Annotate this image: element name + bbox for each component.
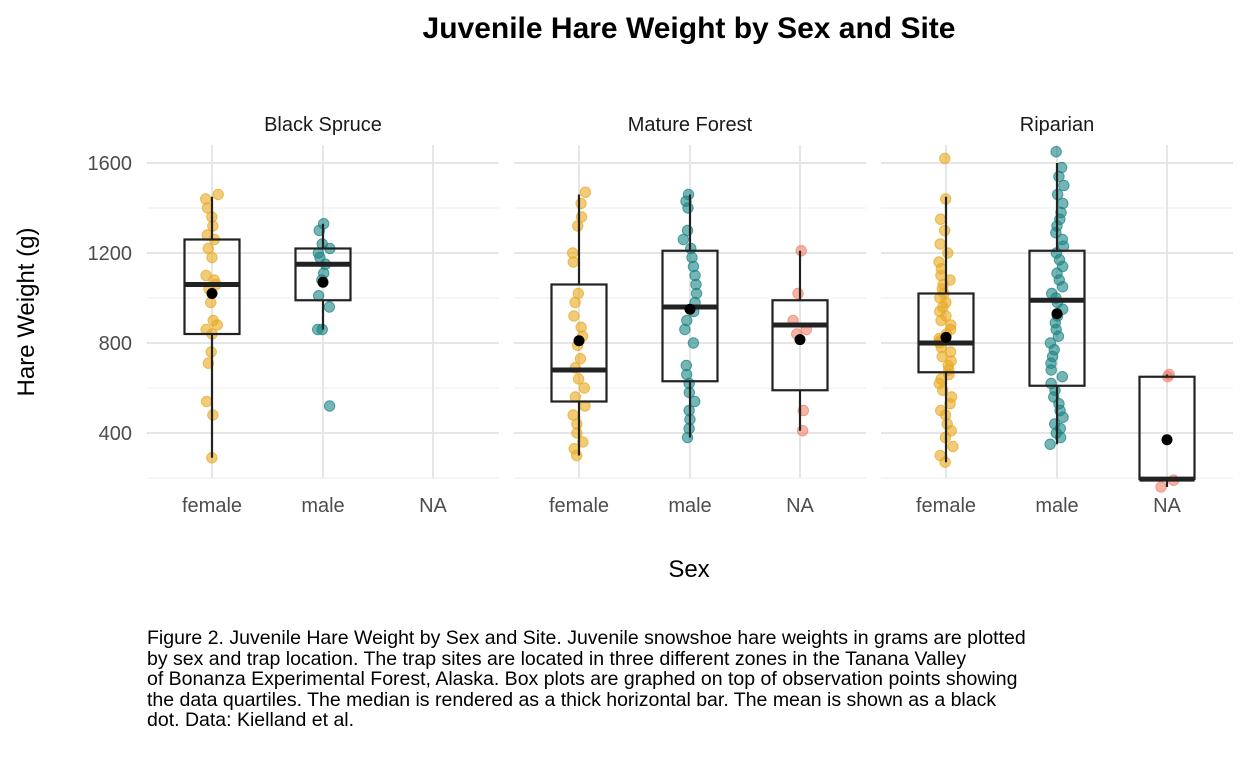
observation-point	[1155, 481, 1167, 493]
mean-dot	[940, 331, 952, 343]
observation-point	[323, 301, 336, 313]
observation-point	[934, 213, 947, 225]
observation-point	[572, 287, 585, 300]
x-tick-label: female	[549, 495, 609, 517]
observation-point	[947, 440, 959, 453]
mean-dot	[317, 276, 329, 288]
observation-point	[934, 449, 946, 462]
observation-point	[944, 346, 957, 358]
box-iqr	[771, 299, 829, 392]
observation-point	[205, 296, 217, 309]
observation-point	[566, 247, 579, 259]
observation-point	[200, 395, 213, 408]
observation-point	[944, 274, 956, 286]
observation-point	[1163, 368, 1175, 381]
hare-weight-chart: Juvenile Hare Weight by Sex and Site Bla…	[13, 12, 1233, 583]
observation-point	[795, 245, 807, 257]
mean-dot	[1051, 308, 1063, 320]
observation-point	[1044, 337, 1057, 349]
observation-point	[681, 224, 694, 237]
y-axis-title: Hare Weight (g)	[13, 228, 40, 397]
x-tick-label: NA	[786, 495, 814, 517]
observation-point	[939, 152, 951, 165]
caption-line: of Bonanza Experimental Forest, Alaska. …	[147, 668, 1018, 690]
observation-point	[207, 314, 219, 327]
observation-point	[574, 353, 587, 365]
box-iqr	[1028, 249, 1086, 387]
observation-point	[323, 400, 336, 412]
mean-dot	[684, 303, 696, 315]
observation-point	[1058, 179, 1070, 192]
observation-point	[578, 382, 591, 394]
x-axis-title: Sex	[668, 556, 709, 583]
observation-point	[1045, 377, 1057, 390]
caption-line: Figure 2. Juvenile Hare Weight by Sex an…	[147, 627, 1026, 649]
y-tick-label: 400	[99, 423, 132, 445]
facet-label: Black Spruce	[264, 114, 382, 136]
y-tick-label: 1200	[88, 243, 133, 265]
box-iqr	[550, 283, 608, 403]
observation-point	[682, 188, 695, 201]
box-iqr	[917, 292, 975, 374]
mean-dot	[794, 334, 806, 346]
x-tick-label: female	[182, 495, 242, 517]
observation-point	[200, 269, 212, 282]
observation-point	[568, 310, 580, 322]
facet-label: Mature Forest	[628, 114, 753, 136]
y-axis: 400 800 1200 1600	[88, 153, 133, 445]
observation-point	[934, 238, 946, 250]
figure-caption: Figure 2. Juvenile Hare Weight by Sex an…	[147, 628, 1227, 731]
chart-title: Juvenile Hare Weight by Sex and Site	[423, 12, 956, 45]
observation-point	[1044, 438, 1056, 450]
observation-point	[1045, 287, 1058, 300]
mean-dot	[206, 288, 218, 299]
x-tick-label: male	[668, 495, 711, 517]
mean-dot	[1161, 434, 1173, 446]
x-tick-label: NA	[419, 495, 447, 517]
observation-point	[202, 242, 214, 255]
y-tick-label: 800	[99, 333, 132, 355]
observation-point	[1050, 146, 1062, 158]
observation-point	[567, 409, 579, 421]
y-tick-label: 1600	[88, 153, 133, 175]
facet-panels: Black Spruce female male NA Mature Forest fem…	[147, 114, 1233, 517]
observation-point	[200, 193, 212, 205]
observation-point	[579, 186, 592, 198]
facet-panel-black-spruce: Black Spruce female male NA	[147, 114, 499, 517]
x-tick-label: female	[916, 495, 976, 517]
caption-line: by sex and trap location. The trap sites…	[147, 647, 967, 670]
observation-point	[681, 314, 693, 327]
observation-point	[575, 321, 587, 333]
x-tick-label: NA	[1153, 495, 1181, 517]
x-tick-label: male	[301, 495, 344, 517]
observation-point	[575, 211, 588, 223]
observation-point	[680, 359, 693, 372]
observation-point	[792, 287, 804, 300]
observation-point	[572, 373, 585, 385]
caption-line: dot. Data: Kielland et al.	[147, 709, 355, 731]
box-iqr	[661, 249, 719, 383]
observation-point	[212, 188, 224, 201]
facet-panel-mature-forest: Mature Forest female male NA	[514, 114, 866, 517]
box-iqr	[294, 247, 352, 302]
x-tick-label: male	[1035, 495, 1078, 517]
facet-panel-riparian: Riparian female male NA	[881, 114, 1233, 517]
observation-point	[568, 443, 580, 455]
observation-point	[933, 256, 945, 268]
observation-point	[945, 319, 957, 331]
observation-point	[1056, 371, 1069, 383]
observation-point	[687, 337, 700, 349]
caption-line: the data quartiles. The median is render…	[147, 688, 997, 711]
facet-label: Riparian	[1020, 114, 1094, 136]
observation-point	[935, 404, 947, 417]
mean-dot	[573, 335, 585, 347]
observation-point	[945, 391, 958, 403]
observation-point	[577, 436, 589, 448]
observation-point	[575, 197, 587, 210]
observation-point	[942, 247, 954, 259]
observation-point	[938, 224, 951, 237]
